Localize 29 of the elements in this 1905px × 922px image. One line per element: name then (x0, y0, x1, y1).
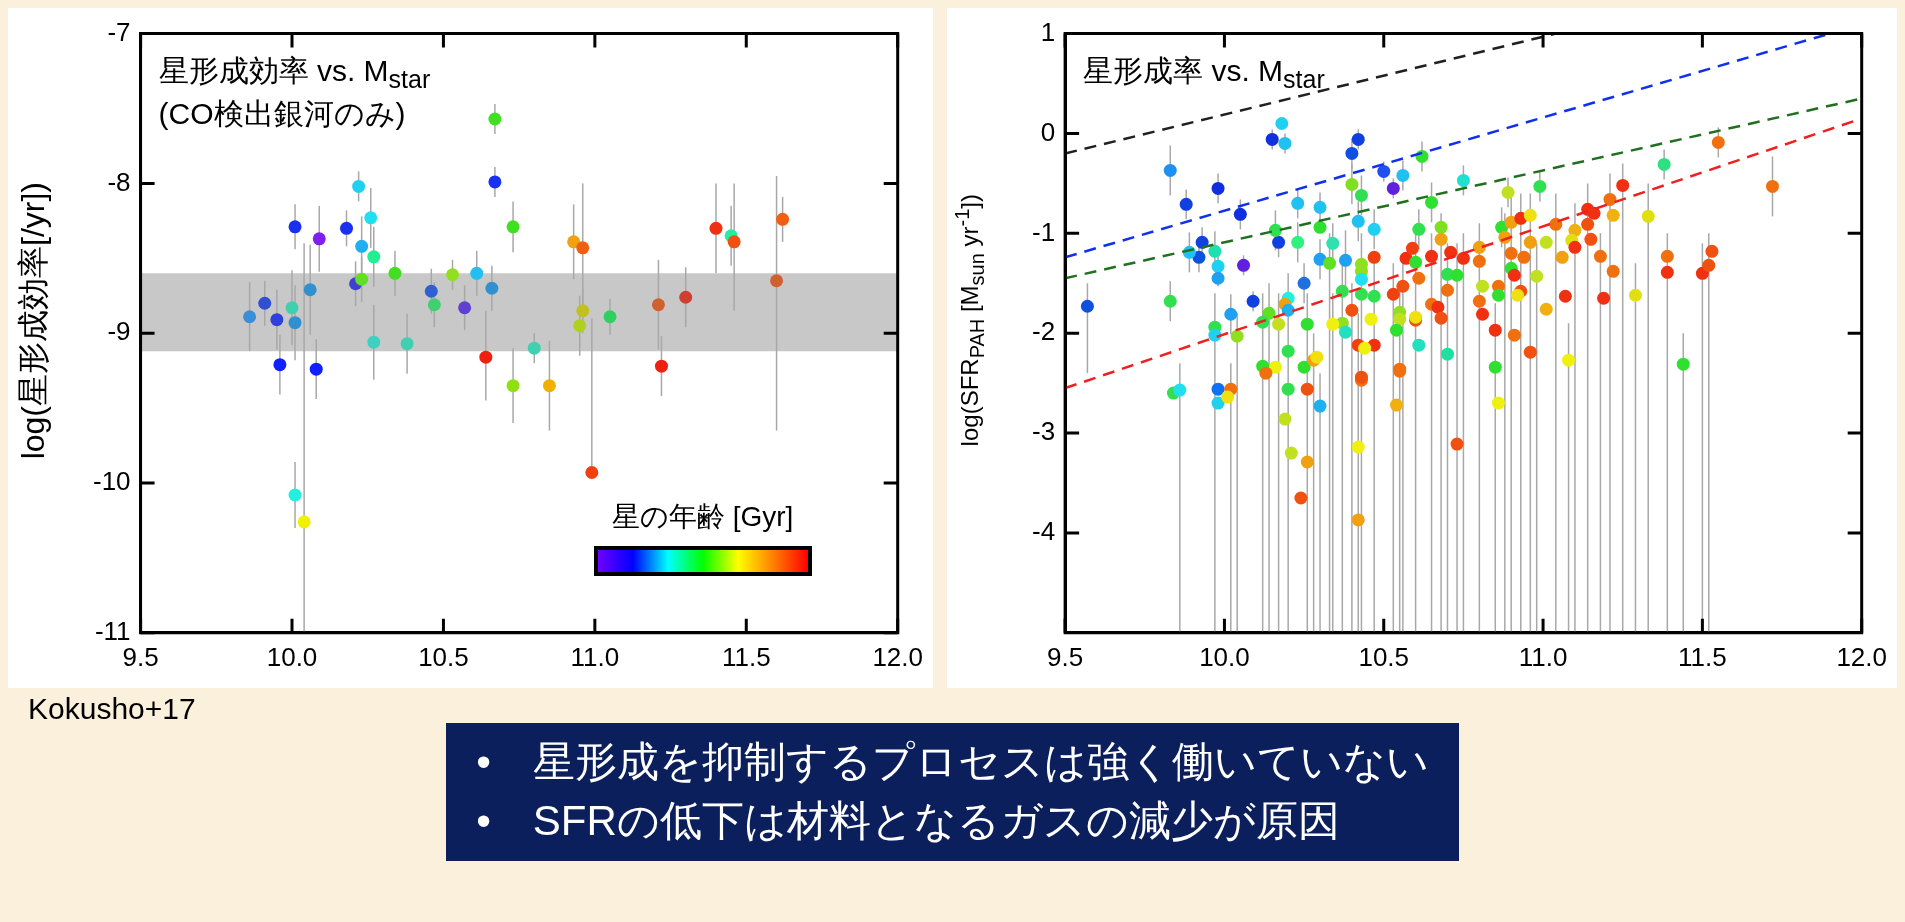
x-tick-label: 11.5 (721, 641, 771, 672)
text: 星形成率 vs. M$_{star}$ (1083, 52, 1325, 95)
x-tick-label: 10.0 (1199, 641, 1250, 672)
x-tick-label: 10.0 (266, 641, 318, 672)
y-tick-label: 0 (1040, 116, 1056, 147)
y-tick-label: 1 (1040, 16, 1056, 47)
y-tick-label: -3 (1031, 416, 1056, 447)
y-axis-title: log(星形成効率[/yr]) (14, 181, 52, 460)
text: (CO検出銀河のみ) (158, 95, 407, 132)
y-tick-label: -2 (1031, 316, 1056, 347)
text: 星形成効率 vs. M$_{star}$ (158, 52, 431, 95)
x-tick-label: 10.5 (418, 641, 469, 672)
y-tick-label: -9 (107, 316, 131, 347)
x-tick-label: 11.0 (1518, 641, 1568, 672)
text: • SFRの低下は材料となるガスの減少が原因 (476, 795, 1341, 846)
x-tick-label: 11.0 (570, 641, 620, 672)
y-tick-label: -8 (107, 166, 131, 197)
text: • 星形成を抑制するプロセスは強く働いていない (476, 737, 1429, 787)
y-tick-label: -1 (1031, 216, 1056, 247)
color-bar-title: 星の年齢 [Gyr] (610, 499, 795, 534)
text: Kokusho+17 (28, 692, 196, 726)
x-tick-label: 12.0 (1836, 641, 1887, 672)
y-tick-label: -7 (107, 16, 131, 47)
x-tick-label: 12.0 (872, 641, 923, 672)
x-tick-label: 9.5 (1047, 641, 1084, 672)
y-tick-label: -4 (1031, 516, 1056, 547)
x-tick-label: 11.5 (1678, 641, 1727, 672)
y-tick-label: -10 (93, 466, 131, 497)
x-tick-label: 10.5 (1358, 641, 1410, 672)
